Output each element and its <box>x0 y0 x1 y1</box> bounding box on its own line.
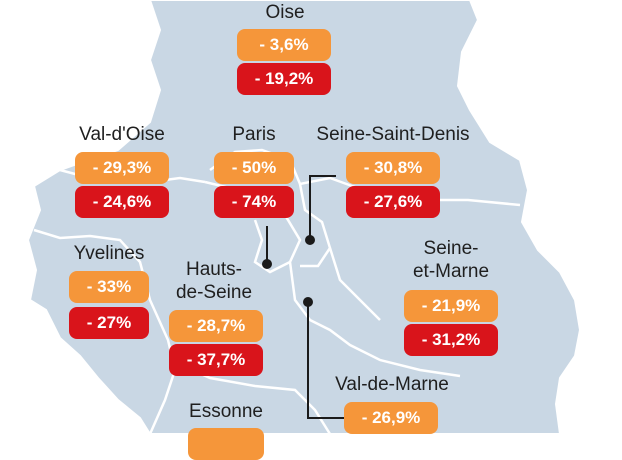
leader-seine-saint-denis <box>309 175 336 240</box>
leader-dot-val-de-marne <box>303 297 313 307</box>
region-name-seine-et-marne-line1: Seine- <box>423 238 479 259</box>
region-name-seine-saint-denis: Seine-Saint-Denis <box>316 124 470 145</box>
badge-primary-oise: - 3,6% <box>237 29 331 61</box>
badge-primary-val-d-oise: - 29,3% <box>75 152 169 184</box>
region-name-val-d-oise: Val-d'Oise <box>79 124 165 145</box>
badge-primary-val-de-marne: - 26,9% <box>344 402 438 434</box>
badge-primary-yvelines: - 33% <box>69 271 149 303</box>
region-name-paris: Paris <box>232 124 276 145</box>
region-name-oise: Oise <box>265 2 305 23</box>
region-name-hauts-de-seine-line1: Hauts- <box>186 259 242 280</box>
badge-primary-hauts-de-seine: - 28,7% <box>169 310 263 342</box>
badge-secondary-yvelines: - 27% <box>69 307 149 339</box>
badge-primary-essonne-cropped <box>188 428 264 460</box>
badge-secondary-oise: - 19,2% <box>237 63 331 95</box>
badge-secondary-seine-et-marne: - 31,2% <box>404 324 498 356</box>
badge-secondary-val-d-oise: - 24,6% <box>75 186 169 218</box>
region-name-hauts-de-seine-line2: de-Seine <box>175 282 253 303</box>
region-name-yvelines: Yvelines <box>73 243 145 264</box>
badge-primary-seine-saint-denis: - 30,8% <box>346 152 440 184</box>
badge-secondary-paris: - 74% <box>214 186 294 218</box>
badge-primary-seine-et-marne: - 21,9% <box>404 290 498 322</box>
region-name-seine-et-marne-line2: et-Marne <box>412 261 490 282</box>
badge-secondary-seine-saint-denis: - 27,6% <box>346 186 440 218</box>
leader-dot-seine-saint-denis <box>305 235 315 245</box>
leader-val-de-marne <box>307 302 344 419</box>
leader-dot-paris <box>262 259 272 269</box>
region-name-essonne: Essonne <box>189 401 263 422</box>
badge-secondary-hauts-de-seine: - 37,7% <box>169 344 263 376</box>
leader-lines <box>262 175 344 419</box>
badge-primary-paris: - 50% <box>214 152 294 184</box>
region-name-val-de-marne: Val-de-Marne <box>335 374 449 395</box>
